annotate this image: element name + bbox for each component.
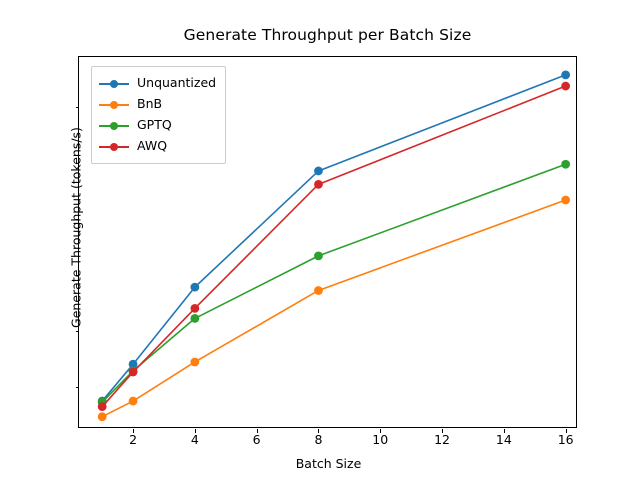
- x-tick-mark: [133, 429, 135, 433]
- data-point: [314, 286, 323, 295]
- data-point: [128, 367, 138, 377]
- data-point: [97, 412, 107, 422]
- data-point: [190, 357, 200, 367]
- legend-marker-icon: [110, 100, 118, 109]
- x-tick-mark: [503, 429, 505, 433]
- legend-swatch-icon: [99, 141, 129, 153]
- series-gptq: [97, 159, 571, 407]
- legend-swatch-icon: [99, 78, 129, 90]
- x-tick-label: 16: [557, 432, 574, 447]
- x-tick-label: 14: [495, 432, 512, 447]
- x-tick-mark: [318, 429, 320, 433]
- legend-label: GPTQ: [137, 117, 172, 133]
- y-tick-mark: [75, 274, 79, 276]
- x-tick-label: 4: [190, 432, 199, 447]
- data-point: [314, 251, 323, 261]
- data-point: [97, 402, 107, 412]
- data-point: [561, 81, 571, 91]
- series-line: [101, 163, 567, 403]
- x-axis-label: Batch Size: [295, 456, 362, 471]
- x-tick-mark: [194, 429, 196, 433]
- data-point: [561, 159, 571, 169]
- data-point: [190, 314, 200, 323]
- legend-label: BnB: [137, 96, 163, 112]
- legend-swatch-icon: [99, 120, 129, 132]
- legend-marker-icon: [110, 121, 118, 130]
- plot-inner: [79, 57, 576, 427]
- legend-item-awq[interactable]: AWQ: [99, 136, 216, 157]
- data-point: [128, 359, 138, 369]
- x-tick-mark: [565, 429, 567, 433]
- legend-item-unquantized[interactable]: Unquantized: [99, 73, 216, 94]
- legend-marker-icon: [110, 79, 118, 88]
- y-tick-mark: [75, 218, 79, 220]
- x-tick-label: 6: [252, 432, 261, 447]
- x-tick-label: 12: [434, 432, 450, 447]
- x-tick-mark: [442, 429, 444, 433]
- data-point: [561, 195, 571, 205]
- data-point: [314, 166, 323, 176]
- legend-marker-icon: [110, 142, 118, 151]
- series-line: [101, 199, 567, 418]
- series-bnb: [97, 195, 571, 422]
- y-tick-mark: [75, 107, 79, 109]
- data-point: [128, 396, 138, 406]
- legend-label: Unquantized: [137, 75, 217, 91]
- series-layer: [97, 70, 571, 422]
- legend-label: AWQ: [137, 138, 168, 154]
- series-awq: [97, 81, 571, 412]
- chart-legend: Unquantized BnB GPTQ AWQ: [91, 66, 227, 164]
- x-tick-mark: [380, 429, 382, 433]
- legend-item-gptq[interactable]: GPTQ: [99, 115, 216, 136]
- chart-title: Generate Throughput per Batch Size: [183, 26, 472, 44]
- data-point: [190, 303, 200, 313]
- y-tick-mark: [75, 163, 79, 165]
- y-tick-mark: [75, 386, 79, 388]
- data-point: [190, 282, 200, 292]
- legend-item-bnb[interactable]: BnB: [99, 94, 216, 115]
- y-axis-label: Generate Throughput (tokens/s): [68, 127, 84, 328]
- data-point: [561, 70, 571, 80]
- x-tick-label: 8: [314, 432, 323, 447]
- legend-swatch-icon: [99, 99, 129, 111]
- x-tick-mark: [256, 429, 258, 433]
- data-point: [314, 179, 323, 189]
- x-tick-label: 2: [129, 432, 138, 447]
- y-tick-mark: [75, 330, 79, 332]
- x-tick-label: 10: [372, 432, 389, 447]
